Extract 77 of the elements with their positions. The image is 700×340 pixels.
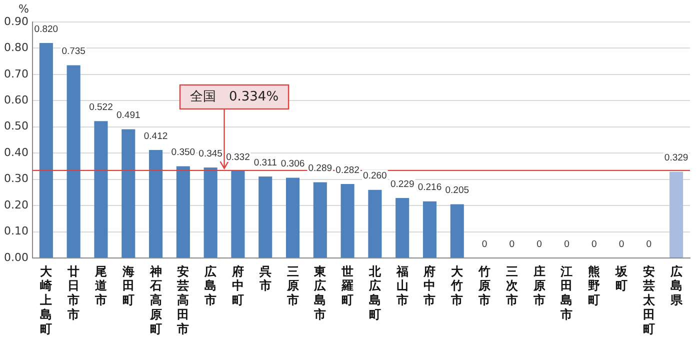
x-tick-label: 三次市 [504, 264, 519, 308]
x-tick-label: 竹原市 [478, 264, 491, 308]
y-tick-label: 0.50 [4, 120, 28, 133]
data-label: 0 [564, 238, 570, 250]
data-label: 0.260 [363, 170, 387, 182]
x-tick-label: 北広島町 [368, 264, 382, 322]
y-tick-label: 0.30 [4, 172, 28, 186]
data-label: 0.329 [664, 152, 688, 164]
bar [66, 65, 80, 258]
bar [340, 184, 354, 258]
data-label: 0 [536, 238, 542, 250]
x-tick-label: 廿日市市 [66, 264, 80, 322]
bar [450, 204, 464, 258]
data-label: 0.412 [144, 130, 168, 142]
bar [122, 129, 136, 258]
bar [39, 42, 53, 258]
bar [176, 166, 190, 258]
data-label: 0 [482, 238, 488, 250]
data-label: 0.205 [445, 185, 470, 196]
data-label: 0.522 [89, 102, 113, 113]
x-tick-label: 東広島市 [313, 264, 328, 322]
bar [258, 176, 272, 258]
data-label: 0.350 [171, 147, 196, 158]
bar [94, 121, 108, 258]
y-tick-label: 0.20 [4, 198, 28, 212]
x-tick-label: 安芸高田市 [176, 264, 190, 336]
data-label: 0.735 [62, 46, 86, 58]
y-axis-title: % [18, 2, 29, 16]
x-tick-label: 世羅町 [340, 264, 354, 308]
x-tick-label: 安芸太田町 [642, 264, 656, 336]
bar [313, 182, 327, 258]
data-label: 0.216 [418, 182, 442, 194]
ref-line-label: 全国 0.334% [190, 89, 279, 104]
data-label: 0.289 [308, 163, 332, 174]
x-tick-label: 神石高原町 [148, 264, 162, 336]
y-tick-label: 0.90 [4, 14, 28, 28]
data-label: 0.311 [254, 157, 277, 168]
data-label: 0.306 [280, 158, 305, 170]
bar [396, 198, 410, 258]
y-tick-label: 0.70 [4, 67, 28, 80]
x-tick-label: 熊野町 [588, 264, 600, 308]
data-label: 0 [618, 238, 624, 250]
bar [286, 178, 300, 258]
x-tick-label: 尾道市 [94, 264, 108, 308]
data-label: 0 [591, 238, 597, 250]
data-label: 0.345 [198, 148, 222, 160]
data-label: 0 [646, 238, 652, 250]
x-tick-label: 庄原市 [532, 264, 546, 308]
bar [422, 201, 437, 258]
data-label: 0.820 [34, 24, 58, 35]
data-label: 0.229 [390, 178, 414, 190]
x-tick-label: 府中市 [422, 264, 436, 308]
bar [231, 170, 245, 258]
y-tick-label: 0.80 [4, 41, 28, 54]
y-tick-label: 0.00 [4, 250, 28, 264]
x-tick-label: 江田島市 [560, 264, 573, 322]
x-tick-label: 府中町 [230, 264, 244, 308]
x-tick-label: 大崎上島町 [39, 264, 54, 336]
x-tick-label: 海田町 [121, 264, 134, 308]
x-tick-label: 呉市 [258, 264, 272, 293]
x-tick-label: 広島県 [669, 264, 684, 308]
data-label: 0.282 [336, 164, 360, 176]
bar [670, 172, 684, 258]
data-label: 0.332 [226, 152, 250, 163]
y-tick-label: 0.40 [4, 146, 28, 159]
y-tick-label: 0.60 [4, 94, 28, 107]
data-label: 0.491 [116, 110, 140, 122]
bar [148, 150, 163, 258]
x-tick-label: 広島市 [204, 264, 217, 308]
data-label: 0 [509, 238, 515, 250]
bar [204, 168, 218, 258]
y-tick-label: 0.10 [4, 224, 28, 238]
x-tick-label: 大竹市 [450, 264, 464, 308]
x-tick-label: 福山市 [395, 264, 408, 308]
bar [368, 190, 382, 258]
x-tick-label: 三原市 [286, 264, 299, 308]
x-tick-label: 坂町 [614, 264, 629, 293]
